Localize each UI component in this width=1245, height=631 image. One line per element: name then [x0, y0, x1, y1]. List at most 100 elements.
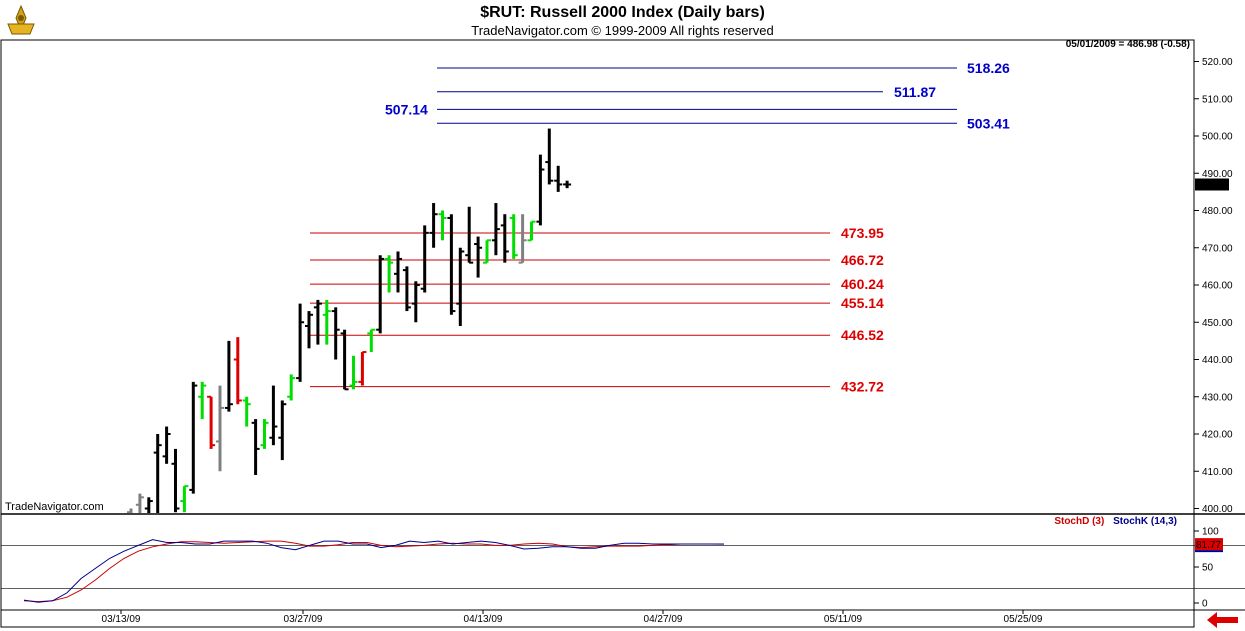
date-tick-label: 05/25/09 — [1004, 614, 1043, 625]
date-tick-label: 05/11/09 — [824, 614, 863, 625]
ohlc-bar — [207, 395, 216, 449]
chart-title: $RUT: Russell 2000 Index (Daily bars) — [480, 4, 765, 21]
scroll-left-arrow-icon[interactable] — [1207, 612, 1238, 628]
level-label-blue: 511.87 — [894, 84, 936, 100]
price-tick-label: 460.00 — [1202, 281, 1233, 292]
stoch-last-box — [1195, 538, 1223, 551]
ohlc-bar — [500, 214, 509, 263]
ohlc-bar — [135, 493, 144, 513]
stoch-last-label: 81.77 — [1196, 540, 1221, 551]
ohlc-bar — [198, 381, 207, 420]
ohlc-bar — [367, 328, 376, 353]
ohlc-bar — [153, 434, 162, 513]
watermark-text: TradeNavigator.com — [5, 501, 104, 513]
level-label-blue: 503.41 — [967, 115, 1010, 131]
ohlc-bar — [305, 311, 313, 349]
ohlc-bar — [171, 448, 180, 513]
date-tick-label: 03/27/09 — [284, 614, 323, 625]
last-price-box — [1195, 178, 1229, 191]
ohlc-bar — [162, 426, 171, 464]
price-axis: 400.00 410.00 420.00 430.00 440.00 450.00 460.… — [1194, 57, 1233, 515]
ohlc-bar — [563, 180, 572, 189]
ohlc-bar — [554, 165, 563, 192]
ohlc-bar — [402, 266, 411, 312]
ohlc-bar — [224, 340, 233, 412]
date-tick-label: 04/27/09 — [644, 614, 683, 625]
ohlc-bar — [394, 251, 402, 293]
ohlc-bar — [287, 374, 296, 401]
ohlc-bar — [465, 206, 474, 264]
plot-border — [0, 39, 1195, 628]
tradenavigator-logo — [4, 4, 38, 38]
stochastic-panel: 0 50 100 81.77 — [1, 527, 1245, 610]
level-label-blue: 507.14 — [385, 101, 428, 117]
chart-subtitle: TradeNavigator.com © 1999-2009 All right… — [471, 23, 774, 38]
stochastic-legend: StochD (3) StochK (14,3) — [1000, 516, 1177, 527]
ohlc-bar — [456, 247, 465, 326]
ohlc-bar — [429, 203, 438, 248]
ohlc-bar — [349, 355, 358, 390]
price-tick-label: 440.00 — [1202, 355, 1233, 366]
date-axis: 03/13/09 03/27/09 04/13/09 04/27/09 05/11/09… — [102, 610, 1043, 625]
ohlc-bar — [411, 281, 420, 323]
level-label-red: 455.14 — [841, 295, 884, 311]
ohlc-bar — [331, 307, 340, 360]
price-tick-label: 420.00 — [1202, 430, 1233, 441]
ohlc-bar — [189, 381, 198, 494]
ohlc-bar — [438, 210, 447, 241]
ohlc-bar — [269, 385, 278, 446]
price-tick-label: 400.00 — [1202, 504, 1233, 515]
ohlc-bar — [180, 485, 189, 513]
level-label-red: 432.72 — [841, 379, 884, 395]
ohlc-bar — [420, 225, 429, 293]
level-lines: 518.26 511.87 507.14 503.41 473.95 466.72 460.… — [310, 60, 1010, 395]
level-label-red: 446.52 — [841, 327, 884, 343]
price-tick-label: 450.00 — [1202, 318, 1233, 329]
level-label-red: 473.95 — [841, 225, 884, 241]
price-tick-label: 470.00 — [1202, 243, 1233, 254]
last-price-label: 486.98 — [1197, 180, 1228, 191]
ohlc-bar — [483, 239, 491, 264]
ohlc-bar — [340, 329, 349, 391]
stoch-tick-label: 0 — [1202, 599, 1208, 610]
ohlc-bar — [278, 400, 287, 461]
ohlc-bar — [260, 419, 269, 449]
price-bars — [127, 128, 572, 514]
price-tick-label: 430.00 — [1202, 392, 1233, 403]
ohlc-bar — [251, 419, 260, 475]
ohlc-bar — [447, 214, 456, 315]
ohlc-bar — [545, 128, 554, 185]
stoch-tick-label: 50 — [1202, 563, 1214, 574]
price-tick-label: 480.00 — [1202, 206, 1233, 217]
ohlc-bar — [322, 299, 331, 345]
ohlc-bar — [313, 299, 322, 345]
price-tick-label: 500.00 — [1202, 132, 1233, 143]
ohlc-bar — [127, 508, 133, 514]
ohlc-bar — [216, 385, 224, 472]
ohlc-bar — [474, 236, 483, 278]
ohlc-bar — [144, 497, 153, 513]
price-tick-label: 520.00 — [1202, 57, 1233, 68]
stoch-k-legend-label: StochK (14,3) — [1113, 516, 1177, 527]
ohlc-bar — [233, 337, 242, 405]
date-tick-label: 03/13/09 — [102, 614, 141, 625]
ohlc-bar — [491, 203, 500, 256]
level-label-red: 460.24 — [841, 276, 884, 292]
ohlc-bar — [385, 255, 394, 293]
price-tick-label: 510.00 — [1202, 94, 1233, 105]
stoch-d-legend-label: StochD (3) — [1054, 516, 1105, 527]
level-label-red: 466.72 — [841, 252, 884, 268]
ohlc-bar — [509, 214, 518, 259]
ohlc-bar — [527, 220, 536, 242]
date-tick-label: 04/13/09 — [464, 614, 503, 625]
ohlc-bar — [296, 303, 305, 382]
chart-frame — [0, 39, 1245, 628]
ohlc-bar — [242, 396, 251, 427]
ohlc-bar — [518, 214, 527, 264]
ohlc-bar — [358, 351, 367, 386]
ohlc-bar — [536, 154, 545, 226]
level-label-blue: 518.26 — [967, 60, 1010, 76]
stoch-series-line — [23, 539, 725, 603]
ohlc-bar — [376, 255, 385, 334]
